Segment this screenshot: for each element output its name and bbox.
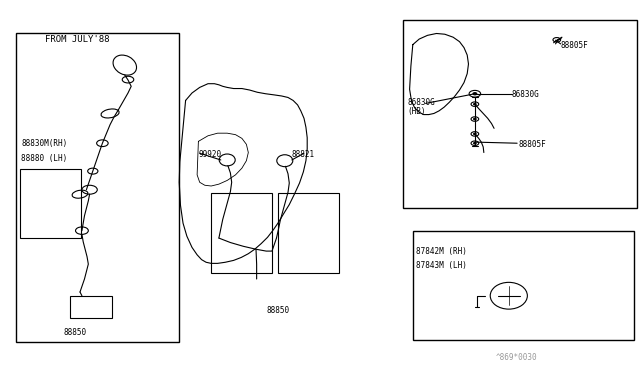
Bar (413, 231, 634, 340)
Bar (403, 20, 637, 208)
Text: 99920: 99920 (198, 150, 221, 159)
Bar (20, 169, 81, 238)
Text: 87843M (LH): 87843M (LH) (416, 262, 467, 270)
Text: 88821: 88821 (291, 150, 314, 159)
Bar (16, 33, 179, 342)
Text: 88805F: 88805F (518, 140, 546, 149)
Bar (70, 296, 112, 318)
Bar (211, 193, 272, 273)
Text: 88850: 88850 (64, 328, 87, 337)
Text: 86830G: 86830G (512, 90, 540, 99)
Text: 88880 (LH): 88880 (LH) (21, 154, 67, 163)
Text: FROM JULY'88: FROM JULY'88 (45, 35, 109, 44)
Circle shape (473, 93, 477, 95)
Text: 87842M (RH): 87842M (RH) (416, 247, 467, 256)
Text: 86830G: 86830G (407, 98, 435, 107)
Text: 88850: 88850 (266, 306, 289, 315)
Circle shape (474, 142, 476, 144)
Circle shape (474, 118, 476, 120)
Text: 88830M(RH): 88830M(RH) (21, 139, 67, 148)
Text: ^869*0030: ^869*0030 (496, 353, 538, 362)
Text: (HB): (HB) (407, 107, 426, 116)
Bar (278, 193, 339, 273)
Circle shape (474, 103, 476, 105)
Circle shape (474, 133, 476, 135)
Text: 88805F: 88805F (561, 41, 588, 50)
